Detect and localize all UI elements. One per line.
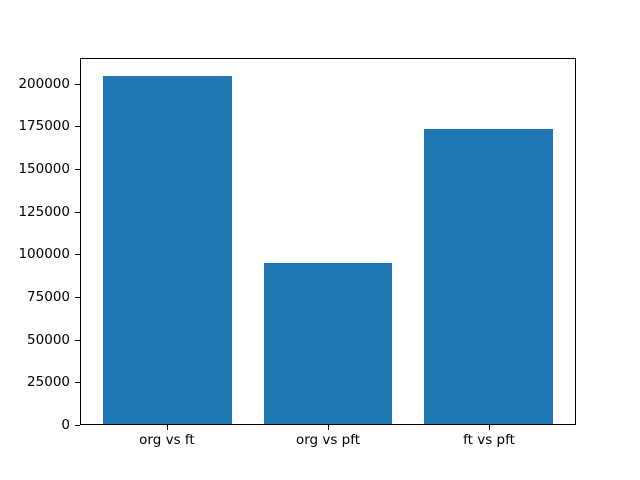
- y-tick-mark: [75, 126, 80, 128]
- plot-area: [80, 58, 576, 425]
- x-tick-mark: [328, 425, 329, 430]
- y-tick-label: 150000: [18, 160, 70, 177]
- x-tick-label: org vs ft: [139, 432, 195, 448]
- y-tick-label: 0: [61, 417, 70, 433]
- y-tick-label: 175000: [18, 118, 70, 135]
- y-tick-label: 50000: [27, 331, 70, 348]
- y-tick-label: 100000: [18, 246, 70, 263]
- y-tick-mark: [75, 296, 80, 298]
- x-tick-mark: [166, 425, 168, 430]
- y-tick-label: 25000: [27, 374, 70, 391]
- y-tick-mark: [75, 168, 80, 170]
- bar-org-vs-ft: [103, 75, 232, 424]
- y-tick-label: 200000: [18, 75, 70, 92]
- y-tick-label: 125000: [18, 203, 70, 220]
- y-tick-label: 75000: [27, 288, 70, 305]
- bar-ft-vs-pft: [424, 129, 553, 424]
- x-tick-label: ft vs pft: [463, 432, 515, 448]
- y-tick-mark: [75, 339, 80, 341]
- y-tick-mark: [75, 425, 80, 426]
- y-tick-mark: [75, 254, 80, 256]
- bar-org-vs-pft: [263, 262, 393, 424]
- y-tick-mark: [75, 211, 80, 213]
- y-tick-mark: [75, 83, 80, 85]
- x-tick-mark: [489, 425, 491, 430]
- y-tick-mark: [75, 382, 80, 384]
- x-tick-label: org vs pft: [295, 432, 361, 448]
